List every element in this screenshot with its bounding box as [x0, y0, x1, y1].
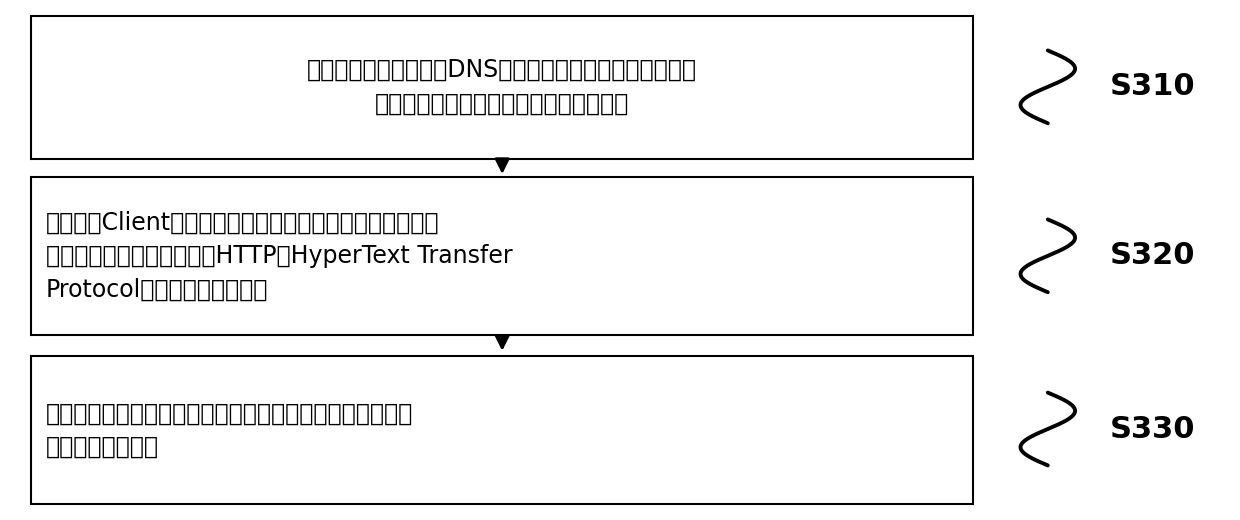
Bar	[31, 177, 973, 335]
Text: 址和端口，然后向服务器发送连接请求。: 址和端口，然后向服务器发送连接请求。	[374, 92, 630, 116]
Text: Protocol）串行发送请求包。: Protocol）串行发送请求包。	[46, 278, 268, 302]
Text: 客户端（Client）连接后端服务之后，填充请求包，进行编: 客户端（Client）连接后端服务之后，填充请求包，进行编	[46, 210, 439, 235]
Text: S330: S330	[1110, 414, 1195, 444]
Text: 送断开连接请求。: 送断开连接请求。	[46, 435, 159, 459]
Text: 客户端依据点域名进行DNS解析，获取具体接入点的网络地: 客户端依据点域名进行DNS解析，获取具体接入点的网络地	[308, 58, 697, 82]
Text: S310: S310	[1110, 72, 1195, 101]
Text: 码，使用超文本传输协议（HTTP，HyperText Transfer: 码，使用超文本传输协议（HTTP，HyperText Transfer	[46, 244, 512, 268]
Text: S320: S320	[1110, 241, 1195, 270]
Text: 客户端在获得服务器的响应包之后断开连接，并向服务器发: 客户端在获得服务器的响应包之后断开连接，并向服务器发	[46, 401, 413, 425]
Bar	[31, 16, 973, 159]
Bar	[31, 356, 973, 504]
